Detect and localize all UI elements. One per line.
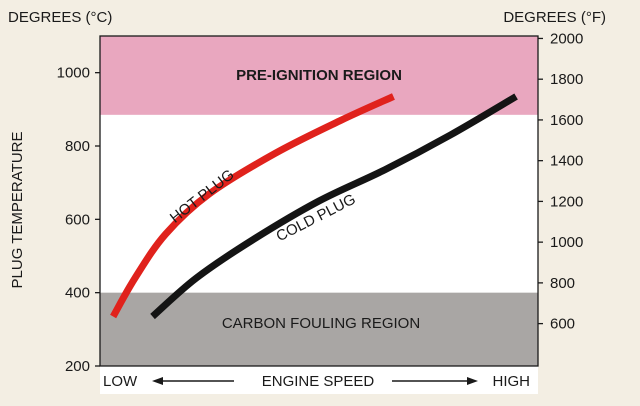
right-tick-label: 1600 — [550, 112, 583, 129]
right-tick-label: 1200 — [550, 193, 583, 210]
left-tick-label: 200 — [65, 358, 90, 375]
left-tick-label: 800 — [65, 138, 90, 155]
x-axis-label: ENGINE SPEED — [262, 373, 375, 390]
left-tick-label: 400 — [65, 285, 90, 302]
right-arrow-head — [467, 377, 478, 385]
y-axis-label: PLUG TEMPERATURE — [9, 132, 26, 289]
series-line-cold-plug — [150, 93, 518, 320]
left-axis-title: DEGREES (°C) — [8, 9, 112, 26]
right-tick-label: 1400 — [550, 153, 583, 170]
x-low-label: LOW — [103, 373, 138, 390]
left-tick-label: 600 — [65, 211, 90, 228]
right-tick-label: 1000 — [550, 234, 583, 251]
region-label-carbon-fouling: CARBON FOULING REGION — [222, 315, 420, 332]
x-high-label: HIGH — [493, 373, 531, 390]
region-label-pre-ignition: PRE-IGNITION REGION — [236, 67, 402, 84]
left-tick-label: 1000 — [57, 65, 90, 82]
left-arrow-head — [152, 377, 163, 385]
series-line-hot-plug — [110, 93, 395, 319]
regions-group: PRE-IGNITION REGION CARBON FOULING REGION — [100, 36, 538, 366]
axes-group: 200 400 600 800 1000 600 800 1000 1200 1400 1600 18… — [57, 30, 584, 375]
right-tick-label: 600 — [550, 316, 575, 333]
x-axis-label-group: LOW ENGINE SPEED HIGH — [103, 373, 530, 390]
right-axis-title: DEGREES (°F) — [503, 9, 606, 26]
right-tick-label: 1800 — [550, 71, 583, 88]
region-carbon-fouling — [100, 292, 538, 366]
right-tick-label: 2000 — [550, 30, 583, 47]
axis-label-band — [100, 366, 538, 394]
region-pre-ignition — [100, 36, 538, 115]
right-tick-label: 800 — [550, 275, 575, 292]
